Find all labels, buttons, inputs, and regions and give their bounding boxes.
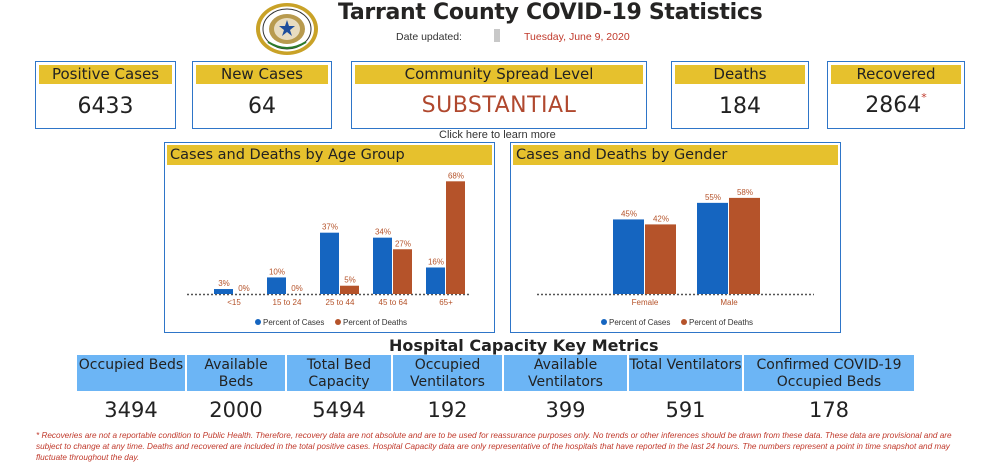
data-label: 37% bbox=[322, 223, 338, 232]
bar-deaths[interactable] bbox=[446, 181, 465, 294]
bar-cases[interactable] bbox=[613, 219, 644, 294]
age-chart-title: Cases and Deaths by Age Group bbox=[167, 145, 492, 165]
deaths-value: 184 bbox=[719, 94, 761, 119]
hospital-metric-value: 3494 bbox=[104, 398, 158, 422]
legend-dot bbox=[681, 319, 687, 325]
recovered-value: 2864 bbox=[865, 93, 922, 118]
data-label: 42% bbox=[653, 214, 669, 223]
positive-cases-card: Positive Cases 6433 bbox=[35, 61, 176, 129]
county-seal-logo bbox=[256, 3, 318, 55]
legend-label: Percent of Deaths bbox=[689, 318, 753, 327]
legend-label: Percent of Cases bbox=[263, 318, 324, 327]
category-label: <15 bbox=[227, 298, 241, 307]
data-label: 5% bbox=[344, 276, 356, 285]
footnote: * Recoveries are not a reportable condit… bbox=[36, 431, 952, 462]
gender-chart: 45% 42% Female 55% 58% Male Percent of Cases Pe… bbox=[537, 188, 814, 327]
data-label: 58% bbox=[737, 188, 753, 197]
bar-cases[interactable] bbox=[373, 237, 392, 294]
bar-cases[interactable] bbox=[320, 232, 339, 294]
gender-chart-title: Cases and Deaths by Gender bbox=[513, 145, 838, 165]
new-cases-value: 64 bbox=[248, 94, 276, 119]
recovered-card: Recovered 2864* bbox=[827, 61, 965, 129]
hospital-metric-value: 591 bbox=[665, 398, 706, 422]
new-cases-label: New Cases bbox=[196, 65, 328, 84]
hospital-metric-value: 5494 bbox=[312, 398, 366, 422]
legend-dot bbox=[335, 319, 341, 325]
date-updated-label: Date updated: bbox=[396, 31, 462, 43]
recovered-footnote-mark: * bbox=[921, 91, 927, 104]
positive-cases-value: 6433 bbox=[77, 94, 134, 119]
hospital-metric-label: Available Ventilators bbox=[504, 355, 627, 391]
hospital-metric-value: 192 bbox=[427, 398, 468, 422]
bar-deaths[interactable] bbox=[393, 249, 412, 294]
recovered-value-wrap: 2864* bbox=[828, 91, 964, 118]
category-label: 65+ bbox=[439, 298, 453, 307]
data-label: 3% bbox=[218, 279, 230, 288]
hospital-metric-value: 399 bbox=[545, 398, 586, 422]
category-label: 25 to 44 bbox=[326, 298, 355, 307]
recovered-label: Recovered bbox=[831, 65, 961, 84]
bar-deaths[interactable] bbox=[645, 224, 676, 294]
hospital-metric-label: Total Ventilators bbox=[629, 355, 742, 391]
bar-deaths[interactable] bbox=[729, 197, 760, 294]
new-cases-card: New Cases 64 bbox=[192, 61, 332, 129]
data-label: 45% bbox=[621, 209, 637, 218]
date-separator bbox=[494, 29, 500, 42]
category-label: Male bbox=[720, 298, 738, 307]
hospital-metric-value: 178 bbox=[808, 398, 850, 422]
legend-label: Percent of Deaths bbox=[343, 318, 407, 327]
bar-cases[interactable] bbox=[697, 202, 728, 294]
date-updated-value: Tuesday, June 9, 2020 bbox=[524, 31, 630, 43]
bar-cases[interactable] bbox=[267, 277, 286, 294]
data-label: 68% bbox=[448, 171, 464, 180]
positive-cases-label: Positive Cases bbox=[39, 65, 172, 84]
category-label: Female bbox=[632, 298, 659, 307]
hospital-metric-label: Total Bed Capacity bbox=[287, 355, 391, 391]
community-spread-label: Community Spread Level bbox=[355, 65, 643, 84]
age-group-panel: Cases and Deaths by Age Group 3% 0% <15 10%… bbox=[164, 142, 495, 333]
data-label: 55% bbox=[705, 193, 721, 202]
bar-deaths[interactable] bbox=[340, 285, 359, 294]
legend-dot bbox=[255, 319, 261, 325]
hospital-title: Hospital Capacity Key Metrics bbox=[389, 336, 659, 355]
data-label: 0% bbox=[291, 284, 303, 293]
category-label: 45 to 64 bbox=[379, 298, 408, 307]
data-label: 27% bbox=[395, 239, 411, 248]
hospital-metric-label: Occupied Ventilators bbox=[393, 355, 502, 391]
community-spread-value: SUBSTANTIAL bbox=[421, 93, 577, 118]
data-label: 16% bbox=[428, 257, 444, 266]
bar-cases[interactable] bbox=[426, 267, 445, 294]
category-label: 15 to 24 bbox=[273, 298, 302, 307]
data-label: 0% bbox=[238, 284, 250, 293]
data-label: 34% bbox=[375, 228, 391, 237]
community-spread-card[interactable]: Community Spread Level SUBSTANTIAL bbox=[351, 61, 647, 129]
learn-more-link[interactable]: Click here to learn more bbox=[439, 129, 556, 141]
hospital-metric-label: Available Beds bbox=[187, 355, 285, 391]
legend-label: Percent of Cases bbox=[609, 318, 670, 327]
hospital-metric-label: Occupied Beds bbox=[77, 355, 185, 391]
gender-panel: Cases and Deaths by Gender 45% 42% Female 5… bbox=[510, 142, 841, 333]
deaths-label: Deaths bbox=[675, 65, 805, 84]
bar-cases[interactable] bbox=[214, 289, 233, 294]
page-title: Tarrant County COVID-19 Statistics bbox=[338, 0, 763, 25]
age-group-chart: 3% 0% <15 10% 0% 15 to 24 37% 5% 25 to 44 34% 27% 4… bbox=[187, 171, 470, 327]
data-label: 10% bbox=[269, 267, 285, 276]
hospital-metric-label: Confirmed COVID-19 Occupied Beds bbox=[744, 355, 914, 391]
deaths-card: Deaths 184 bbox=[671, 61, 809, 129]
legend-dot bbox=[601, 319, 607, 325]
hospital-metric-value: 2000 bbox=[209, 398, 263, 422]
